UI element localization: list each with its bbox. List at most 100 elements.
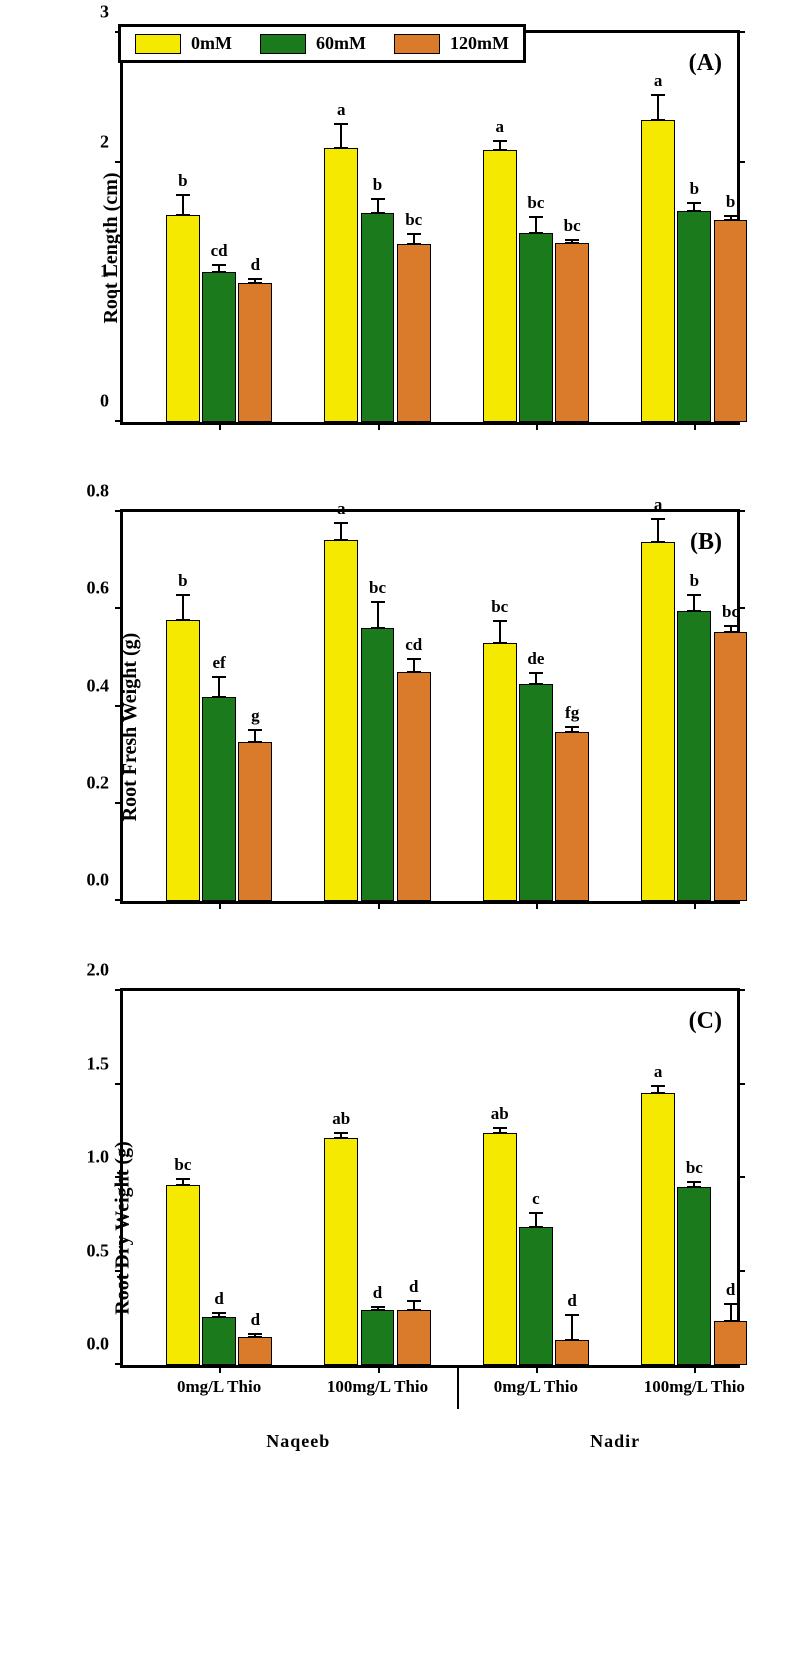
significance-letter: d bbox=[214, 1289, 223, 1309]
error-cap bbox=[212, 271, 226, 273]
x-tick bbox=[694, 1365, 696, 1373]
y-tick bbox=[737, 989, 745, 991]
y-tick-label: 0.2 bbox=[87, 772, 110, 793]
error-cap bbox=[529, 672, 543, 674]
y-tick bbox=[115, 802, 123, 804]
error-bar bbox=[535, 1213, 537, 1227]
significance-letter: d bbox=[567, 1291, 576, 1311]
bar bbox=[677, 211, 711, 422]
error-cap bbox=[248, 1333, 262, 1335]
error-cap bbox=[724, 625, 738, 627]
error-cap bbox=[724, 1320, 738, 1322]
significance-letter: bc bbox=[174, 1155, 191, 1175]
bar bbox=[361, 628, 395, 901]
bar bbox=[519, 1227, 553, 1365]
error-cap bbox=[407, 658, 421, 660]
error-cap bbox=[529, 1212, 543, 1214]
significance-letter: b bbox=[690, 179, 699, 199]
x-tick-label: 0mg/L Thio bbox=[177, 1377, 261, 1397]
y-tick bbox=[115, 989, 123, 991]
error-cap bbox=[724, 219, 738, 221]
error-cap bbox=[371, 1309, 385, 1311]
error-cap bbox=[407, 671, 421, 673]
x-tick bbox=[378, 422, 380, 430]
y-tick-label: 3 bbox=[100, 2, 109, 23]
bar bbox=[677, 611, 711, 901]
bar bbox=[714, 1321, 748, 1365]
x-tick bbox=[536, 901, 538, 909]
error-bar bbox=[499, 621, 501, 643]
error-cap bbox=[724, 1303, 738, 1305]
error-cap bbox=[248, 278, 262, 280]
legend-swatch bbox=[260, 34, 306, 54]
y-tick bbox=[737, 1083, 745, 1085]
error-cap bbox=[334, 1132, 348, 1134]
error-cap bbox=[176, 594, 190, 596]
bar bbox=[555, 243, 589, 422]
y-tick-label: 0.0 bbox=[87, 870, 110, 891]
error-cap bbox=[407, 233, 421, 235]
legend-label: 60mM bbox=[316, 33, 366, 54]
bar bbox=[641, 1093, 675, 1365]
cultivar-label: Nadir bbox=[590, 1431, 640, 1452]
y-tick bbox=[115, 290, 123, 292]
error-cap bbox=[651, 541, 665, 543]
significance-letter: bc bbox=[722, 602, 739, 622]
y-tick-label: 1.0 bbox=[87, 1147, 110, 1168]
error-cap bbox=[651, 1085, 665, 1087]
x-tick bbox=[694, 422, 696, 430]
error-cap bbox=[687, 1186, 701, 1188]
legend-swatch bbox=[394, 34, 440, 54]
significance-letter: d bbox=[251, 1310, 260, 1330]
significance-letter: a bbox=[654, 71, 663, 91]
y-tick-label: 0 bbox=[100, 391, 109, 412]
bar bbox=[483, 643, 517, 901]
y-tick-label: 2 bbox=[100, 131, 109, 152]
error-cap bbox=[248, 282, 262, 284]
bar bbox=[519, 684, 553, 901]
y-tick bbox=[115, 607, 123, 609]
error-cap bbox=[248, 1336, 262, 1338]
error-bar bbox=[218, 677, 220, 696]
error-cap bbox=[334, 1137, 348, 1139]
y-tick-label: 0.0 bbox=[87, 1334, 110, 1355]
error-cap bbox=[371, 198, 385, 200]
bar bbox=[324, 1138, 358, 1365]
bar bbox=[361, 1310, 395, 1365]
significance-letter: a bbox=[654, 1062, 663, 1082]
error-bar bbox=[535, 217, 537, 233]
y-tick-label: 1 bbox=[100, 261, 109, 282]
error-cap bbox=[687, 610, 701, 612]
error-cap bbox=[493, 1132, 507, 1134]
y-tick bbox=[115, 1083, 123, 1085]
error-bar bbox=[693, 595, 695, 611]
legend-label: 0mM bbox=[191, 33, 232, 54]
legend-item: 60mM bbox=[260, 33, 366, 54]
y-tick-label: 1.5 bbox=[87, 1053, 110, 1074]
bar bbox=[397, 1310, 431, 1365]
y-tick bbox=[737, 161, 745, 163]
significance-letter: b bbox=[178, 171, 187, 191]
plot-area: 0.00.51.01.52.00mg/L Thiobcdd100mg/L Thi… bbox=[120, 988, 740, 1368]
bar bbox=[324, 148, 358, 422]
plot-area: 0.00.20.40.60.8befgabccdbcdefgabbc bbox=[120, 509, 740, 904]
bar bbox=[555, 732, 589, 901]
significance-letter: b bbox=[726, 192, 735, 212]
legend-item: 0mM bbox=[135, 33, 232, 54]
significance-letter: a bbox=[495, 117, 504, 137]
bar bbox=[483, 150, 517, 422]
error-cap bbox=[176, 1178, 190, 1180]
chart-panel: Root Length (cm)(A)0123bcddabbcabcbcabb bbox=[20, 10, 780, 485]
error-cap bbox=[529, 1226, 543, 1228]
significance-letter: d bbox=[409, 1277, 418, 1297]
bar bbox=[641, 542, 675, 901]
error-cap bbox=[493, 149, 507, 151]
bar bbox=[397, 672, 431, 901]
significance-letter: bc bbox=[405, 210, 422, 230]
error-bar bbox=[657, 95, 659, 120]
error-cap bbox=[687, 202, 701, 204]
x-tick bbox=[378, 1365, 380, 1373]
error-cap bbox=[407, 1309, 421, 1311]
error-cap bbox=[529, 232, 543, 234]
error-cap bbox=[493, 620, 507, 622]
